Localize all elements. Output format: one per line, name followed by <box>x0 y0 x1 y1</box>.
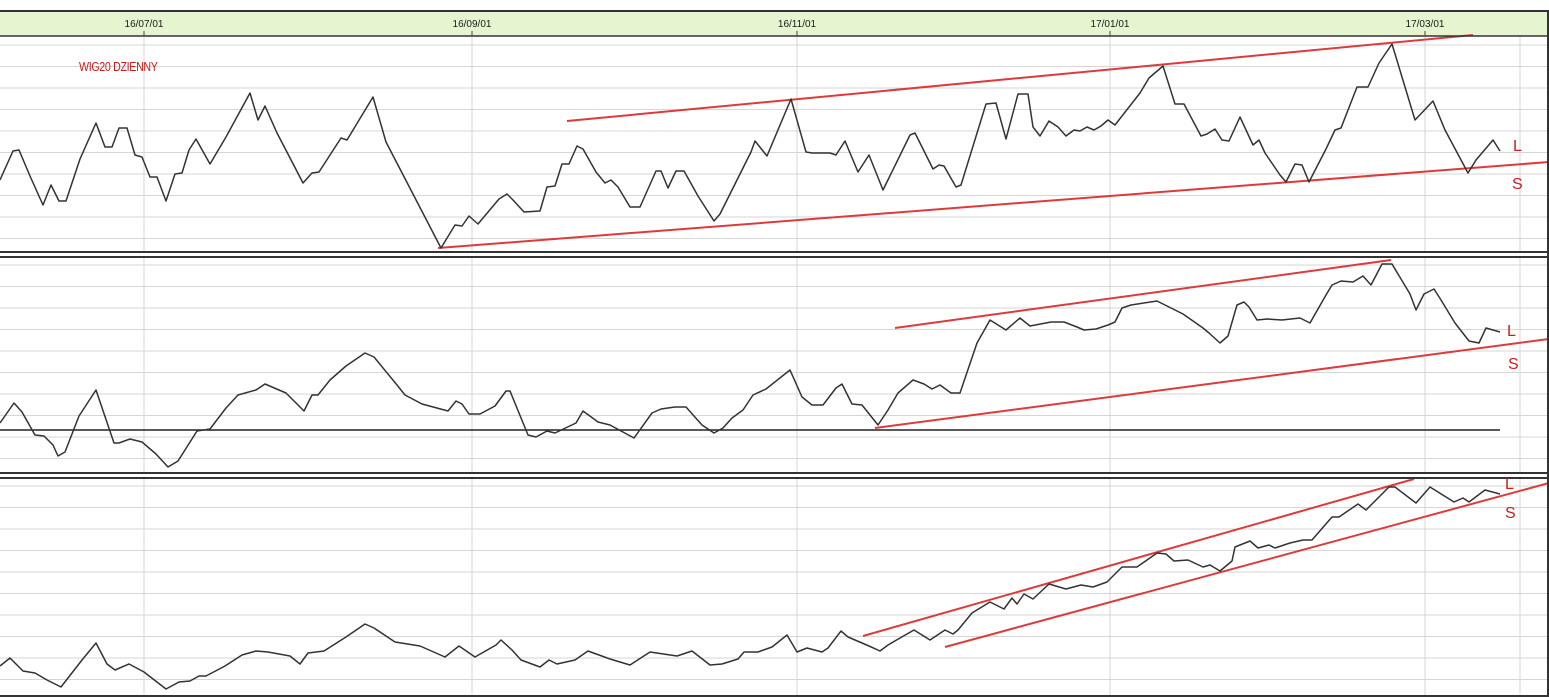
date-tick-label: 17/03/01 <box>1406 19 1445 30</box>
grid-lines <box>0 36 1549 697</box>
support-resistance-labels: L S L S L S <box>1505 138 1523 522</box>
reference-lines <box>0 34 1549 648</box>
price-series-group <box>0 43 1501 690</box>
trend-channel-line <box>566 34 1474 122</box>
date-tick-label: 16/07/01 <box>125 19 164 30</box>
upper-line-label: L <box>1505 476 1514 493</box>
chart-title: WIG20 DZIENNY <box>79 59 158 74</box>
relative-strength-series-line <box>0 486 1501 690</box>
upper-line-label: L <box>1507 323 1516 340</box>
lower-line-label: S <box>1508 356 1519 373</box>
oscillator-series-line <box>0 263 1501 468</box>
upper-line-label: L <box>1513 138 1522 155</box>
date-axis-header <box>0 11 1549 36</box>
date-tick-label: 16/11/01 <box>778 19 817 30</box>
trend-channel-line <box>437 161 1549 249</box>
trend-channel-line <box>874 338 1549 429</box>
lower-line-label: S <box>1505 505 1516 522</box>
price-series-line <box>0 43 1501 249</box>
lower-line-label: S <box>1512 176 1523 193</box>
date-tick-labels: 16/07/01 16/09/01 16/11/01 17/01/01 17/0… <box>125 19 1445 30</box>
date-tick-label: 17/01/01 <box>1091 19 1130 30</box>
trend-channel-line <box>944 482 1549 648</box>
panel-frames <box>0 10 1549 697</box>
trend-channel-line <box>894 259 1392 329</box>
trend-channel-line <box>862 478 1415 637</box>
date-tick-label: 16/09/01 <box>453 19 492 30</box>
